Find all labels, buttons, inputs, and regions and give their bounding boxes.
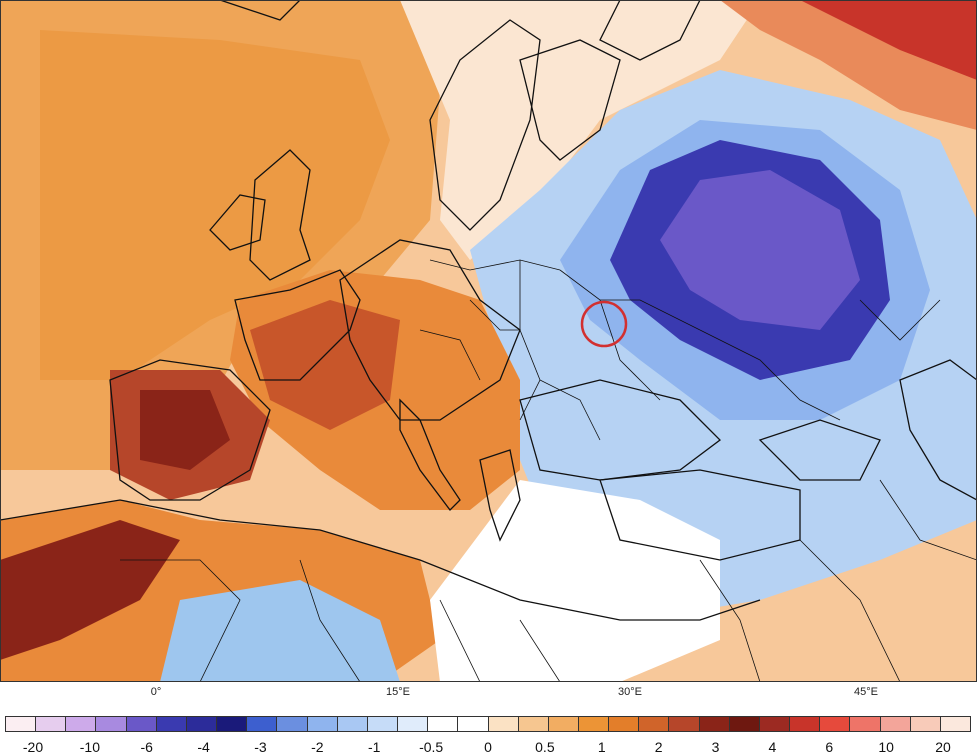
colorbar-swatch: [729, 717, 760, 731]
longitude-label-0: 0°: [150, 686, 162, 698]
east-coldest-core: [660, 170, 860, 330]
colorbar-swatch: [759, 717, 791, 731]
colorbar-swatch: [609, 717, 640, 731]
colorbar-swatch: [699, 717, 730, 731]
location-marker-circle: [580, 300, 628, 348]
colorbar-tick-label: 6: [825, 739, 834, 755]
northeast-very-hot-zone: [800, 0, 977, 80]
colorbar-tick-label: -2: [311, 739, 324, 755]
colorbar-tick-label: -3: [254, 739, 267, 755]
colorbar-tick-label: -10: [79, 739, 100, 755]
colorbar-tick-label: -6: [140, 739, 153, 755]
morocco-very-hot: [0, 520, 180, 660]
colorbar-swatch: [96, 717, 127, 731]
atlantic-warm-core: [40, 30, 390, 380]
colorbar-swatch: [186, 717, 218, 731]
colorbar-swatch: [428, 717, 459, 731]
colorbar-tick-label: 4: [768, 739, 777, 755]
colorbar-swatch: [518, 717, 549, 731]
colorbar-swatch: [790, 717, 821, 731]
colorbar-tick-label: 2: [654, 739, 663, 755]
colorbar-tick-label: 20: [935, 739, 951, 755]
colorbar-swatch: [337, 717, 368, 731]
colorbar-tick-label: 0.5: [535, 739, 555, 755]
colorbar-swatch: [156, 717, 187, 731]
colorbar-tick-label: 0: [484, 739, 492, 755]
colorbar-swatch: [307, 717, 338, 731]
sahara-cool: [160, 580, 400, 682]
map-canvas: [0, 0, 977, 682]
colorbar-tick-label: -20: [22, 739, 44, 755]
colorbar-tick-label: -1: [368, 739, 381, 755]
colorbar-swatch: [398, 717, 429, 731]
colorbar-tick-label: 10: [878, 739, 894, 755]
colorbar-tick-label: 3: [711, 739, 720, 755]
colorbar-swatch: [850, 717, 881, 731]
france-hot: [250, 300, 400, 430]
colorbar-swatch: [217, 717, 248, 731]
colorbar-swatch: [880, 717, 911, 731]
colorbar-swatch: [940, 717, 970, 731]
colorbar-swatch: [669, 717, 700, 731]
colorbar-swatch: [36, 717, 67, 731]
colorbar-tick-label: -4: [197, 739, 210, 755]
colorbar-swatch: [367, 717, 399, 731]
colorbar-swatch: [277, 717, 308, 731]
anomaly-map: [0, 0, 977, 682]
longitude-label-30e: 30°E: [618, 686, 642, 698]
colorbar-swatch: [66, 717, 97, 731]
longitude-label-15e: 15°E: [386, 686, 410, 698]
colorbar-swatch: [639, 717, 670, 731]
scandinavia-neutral-zone: [400, 0, 760, 260]
colorbar-tick-label: -0.5: [419, 739, 444, 755]
colorbar-swatch: [578, 717, 610, 731]
colorbar-swatch: [488, 717, 519, 731]
colorbar-swatch: [820, 717, 851, 731]
colorbar-swatch: [126, 717, 157, 731]
east-med-neutral: [430, 480, 720, 682]
colorbar-swatch: [6, 717, 37, 731]
iberia-very-hot: [140, 390, 230, 470]
colorbar: [5, 716, 971, 732]
colorbar-tick-label: 1: [597, 739, 606, 755]
longitude-label-45e: 45°E: [854, 686, 878, 698]
colorbar-swatch: [548, 717, 579, 731]
colorbar-swatch: [247, 717, 278, 731]
colorbar-swatch: [910, 717, 941, 731]
colorbar-swatch: [458, 717, 489, 731]
coastlines: [0, 0, 977, 621]
country-borders: [120, 259, 977, 682]
